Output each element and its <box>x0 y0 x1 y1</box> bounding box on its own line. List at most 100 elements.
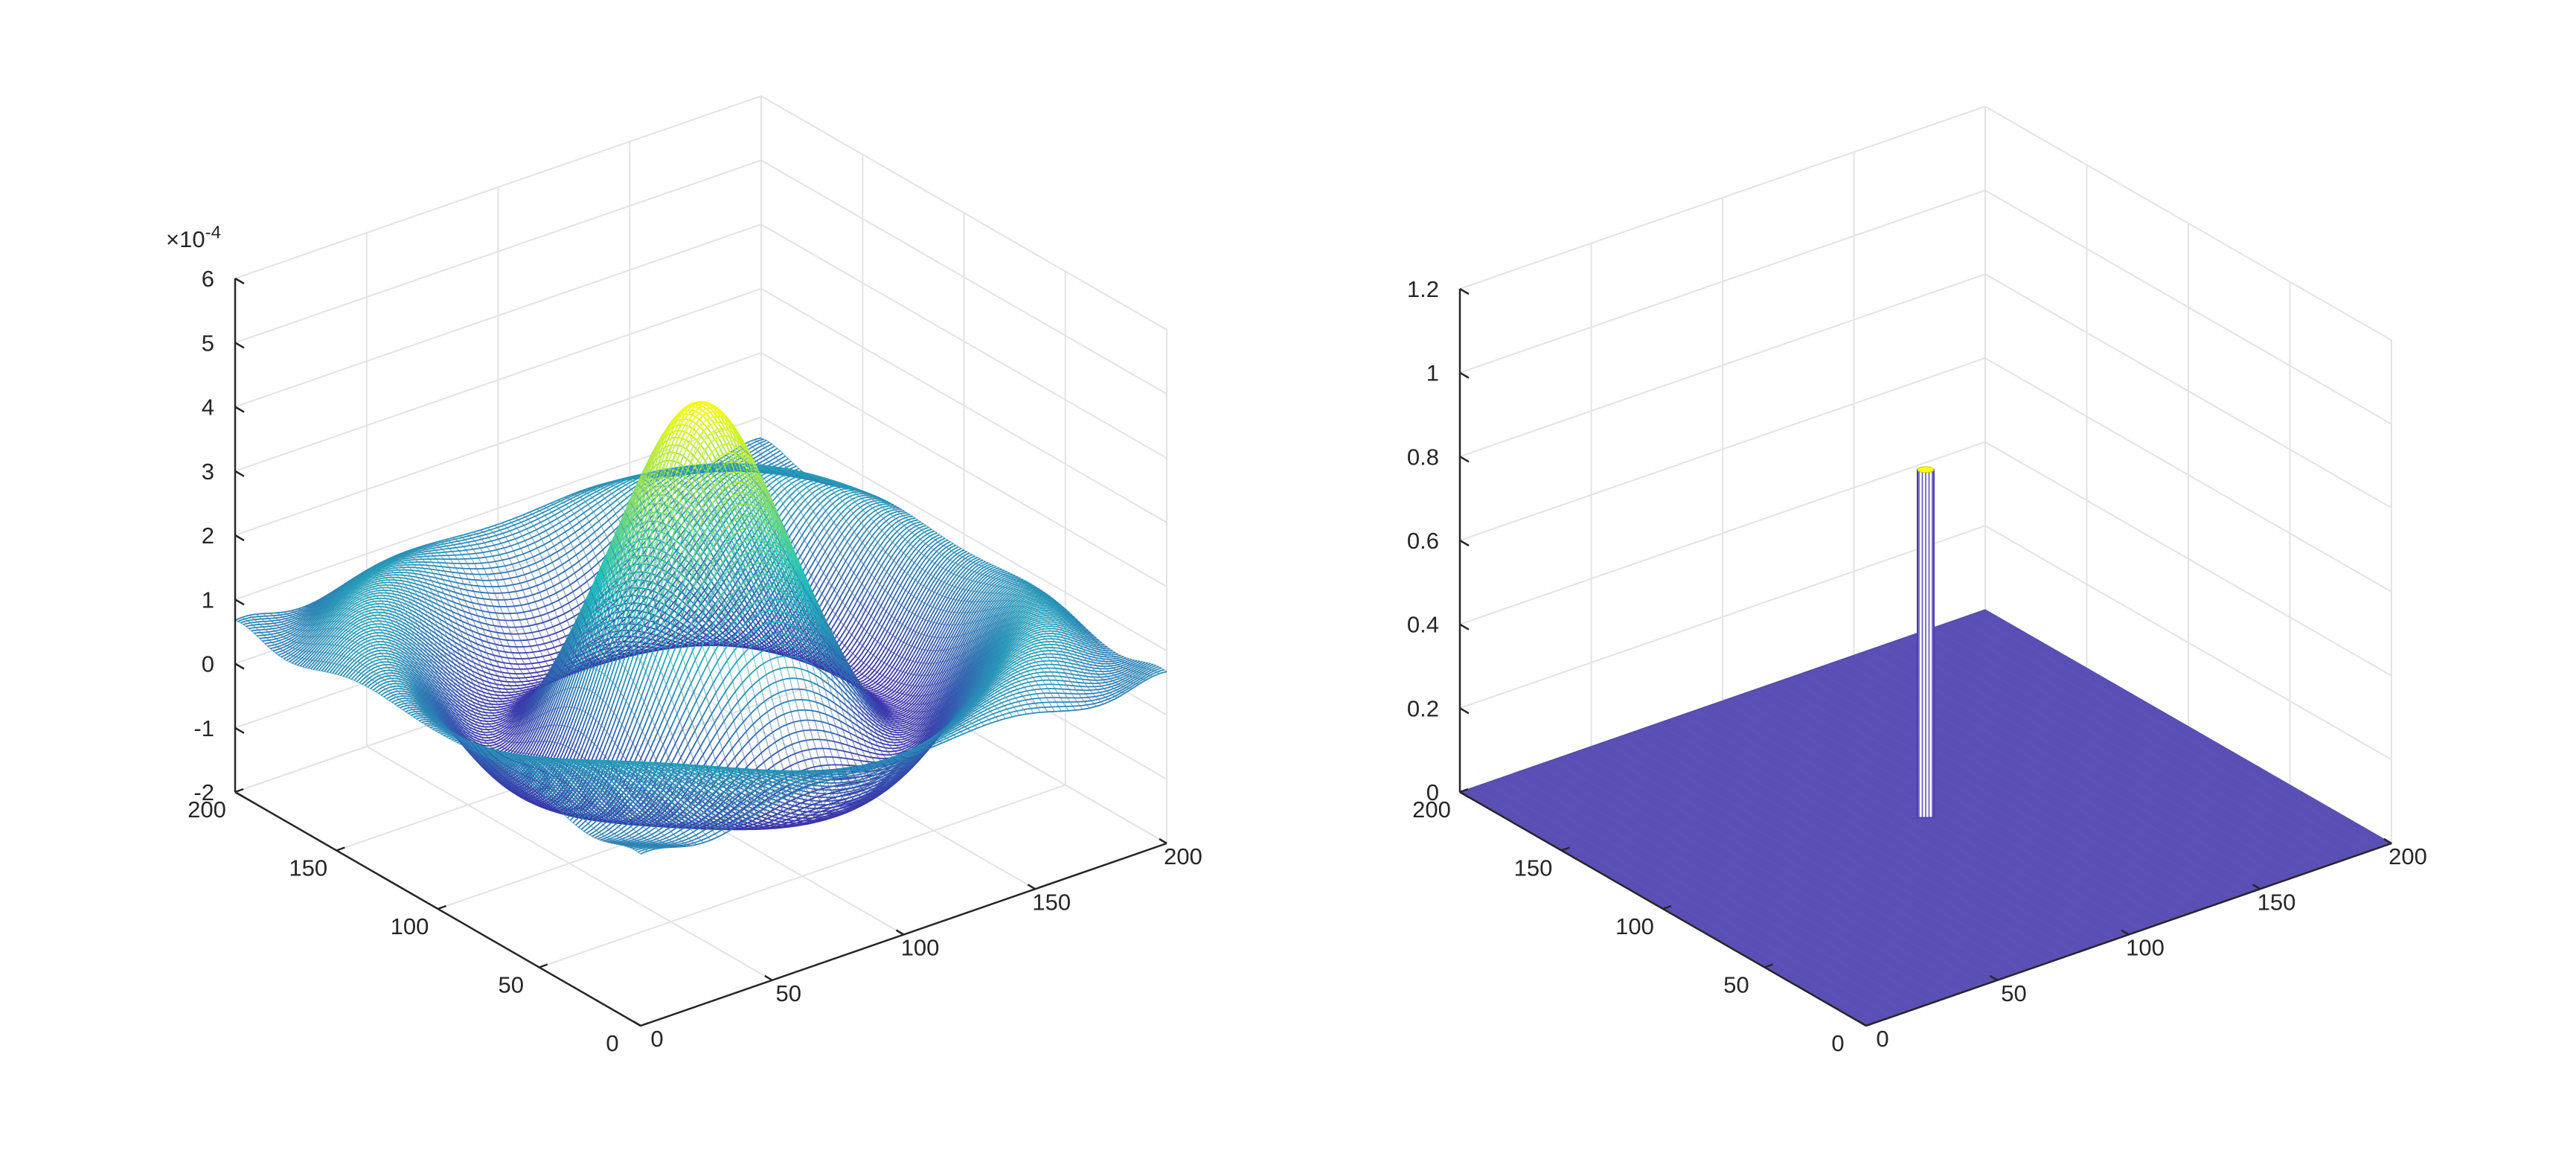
surface-segment <box>592 491 597 494</box>
surface-segment <box>573 545 578 549</box>
surface-segment <box>538 636 542 639</box>
surface-segment <box>507 598 512 601</box>
surface-segment <box>533 671 537 674</box>
surface-segment <box>764 445 769 449</box>
surface-segment <box>753 456 758 459</box>
surface-segment <box>501 521 506 524</box>
surface-segment <box>531 535 536 539</box>
surface-segment <box>464 538 469 540</box>
surface-segment <box>507 526 511 529</box>
surface-segment <box>571 507 575 511</box>
surface-segment <box>571 598 577 601</box>
surface-segment <box>531 663 536 665</box>
surface-segment <box>505 558 510 561</box>
surface-segment <box>566 498 571 502</box>
surface-segment <box>537 538 542 542</box>
surface-segment <box>449 585 453 587</box>
surface-segment <box>752 444 757 448</box>
surface-segment <box>458 549 463 552</box>
surface-segment <box>345 630 350 635</box>
grid-line <box>234 287 762 472</box>
surface-segment <box>532 529 537 532</box>
surface-segment <box>564 506 569 510</box>
surface-segment <box>769 476 775 480</box>
surface-segment <box>606 498 612 502</box>
surface-segment <box>580 512 585 517</box>
surface-segment <box>548 511 553 515</box>
surface-segment <box>282 648 286 651</box>
surface-segment <box>616 496 621 501</box>
surface-segment <box>356 631 361 635</box>
surface-segment <box>524 572 528 575</box>
surface-segment <box>771 462 776 465</box>
surface-segment <box>484 537 490 540</box>
surface-segment <box>265 639 269 642</box>
surface-segment <box>553 551 557 555</box>
surface-segment <box>519 619 524 621</box>
surface-segment <box>630 486 635 491</box>
surface-segment <box>536 674 540 677</box>
surface-segment <box>599 540 604 545</box>
surface-segment <box>537 607 542 610</box>
surface-segment <box>529 556 534 559</box>
surface-segment <box>746 440 752 444</box>
surface-segment <box>322 595 327 598</box>
surface-segment <box>354 626 359 631</box>
surface-segment <box>283 631 288 635</box>
surface-segment <box>414 546 418 550</box>
surface-segment <box>512 555 517 558</box>
surface-segment <box>583 571 589 575</box>
surface-segment <box>596 505 601 510</box>
surface-segment <box>470 531 474 534</box>
surface-segment <box>746 444 751 447</box>
surface-segment <box>503 546 508 549</box>
surface-segment <box>750 438 754 442</box>
surface-segment <box>769 450 775 453</box>
surface-segment <box>591 499 596 503</box>
surface-segment <box>559 555 564 559</box>
surface-segment <box>278 653 283 656</box>
surface-segment <box>559 526 563 530</box>
surface-segment <box>544 642 548 645</box>
surface-segment <box>591 565 595 569</box>
surface-segment <box>589 493 594 497</box>
surface-segment <box>505 584 510 587</box>
surface-segment <box>288 636 293 640</box>
surface-segment <box>291 625 296 629</box>
surface-segment <box>517 604 522 607</box>
surface-segment <box>541 605 545 609</box>
surface-segment <box>353 633 357 638</box>
surface-segment <box>273 646 278 649</box>
surface-segment <box>795 467 800 471</box>
surface-segment <box>586 587 591 592</box>
surface-segment <box>544 542 548 546</box>
surface-segment <box>552 505 557 509</box>
surface-segment <box>443 575 448 577</box>
surface-segment <box>361 622 366 626</box>
surface-segment <box>556 503 560 507</box>
surface-segment <box>288 647 293 651</box>
surface-segment <box>358 624 362 628</box>
surface-segment <box>362 608 367 611</box>
surface-segment <box>586 491 591 494</box>
surface-segment <box>758 444 763 448</box>
surface-segment <box>753 441 757 444</box>
surface-segment <box>554 607 559 611</box>
surface-segment <box>772 479 778 483</box>
surface-segment <box>610 521 615 526</box>
surface-segment <box>430 568 435 571</box>
surface-segment <box>275 639 280 642</box>
surface-segment <box>548 594 554 598</box>
surface-segment <box>557 644 562 648</box>
surface-segment <box>467 584 472 586</box>
surface-segment <box>485 556 490 558</box>
surface-segment <box>281 643 285 647</box>
surface-segment <box>551 601 556 604</box>
surface-segment <box>453 581 458 584</box>
surface-segment <box>606 504 611 509</box>
surface-segment <box>563 552 567 557</box>
surface-segment <box>674 605 679 611</box>
surface-segment <box>548 507 554 511</box>
surface-segment <box>513 527 517 531</box>
